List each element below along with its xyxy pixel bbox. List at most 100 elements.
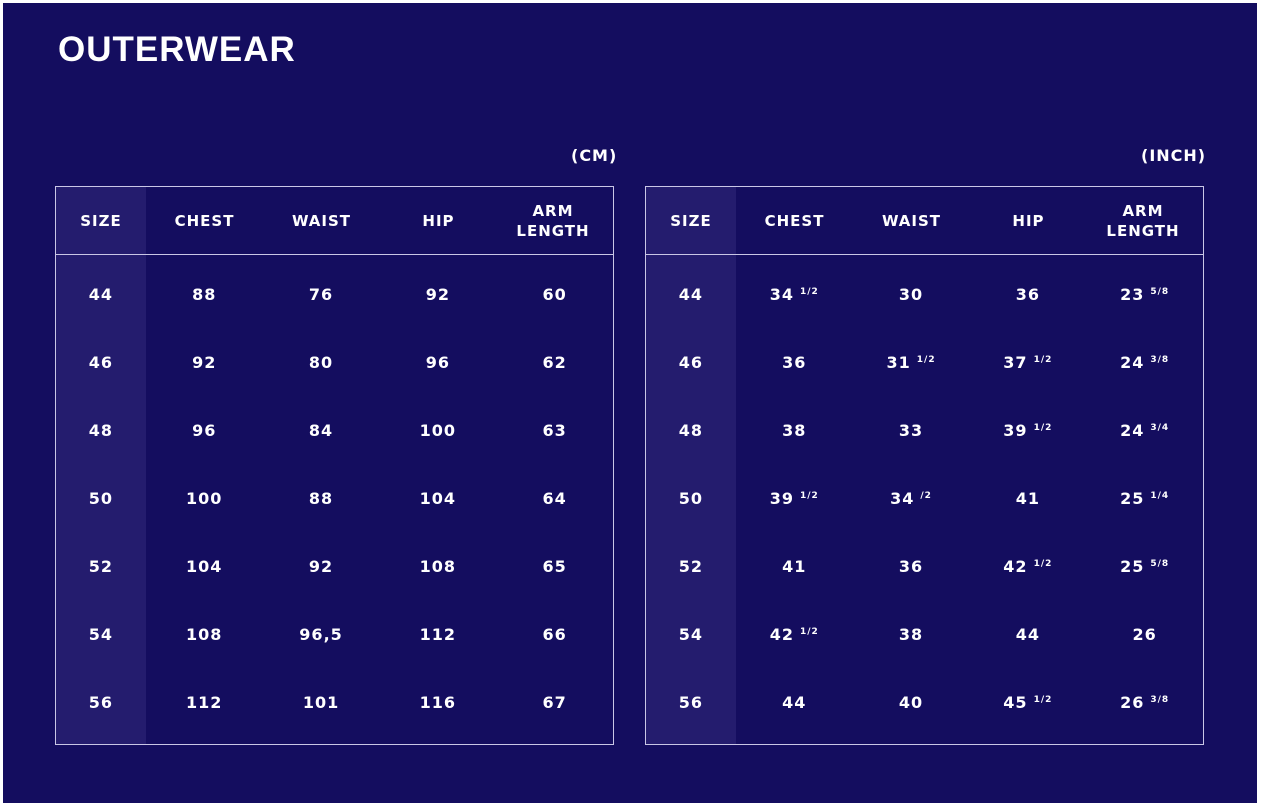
cell-value: 30 <box>898 285 924 304</box>
cell-value: 38 <box>782 421 807 440</box>
cell-hip: 39 1/2 <box>969 397 1086 465</box>
cell-fraction: 5/8 <box>1150 559 1170 569</box>
cell-value: 24 <box>1120 421 1145 440</box>
cell-chest: 41 <box>736 533 853 601</box>
cell-chest: 39 1/2 <box>736 465 853 533</box>
cell-value: 80 <box>308 353 334 372</box>
cell-arm-length: 66 <box>496 601 613 669</box>
cell-waist: 40 <box>853 669 970 737</box>
cell-waist: 36 <box>853 533 970 601</box>
cell-fraction: 1/4 <box>1150 491 1170 501</box>
cell-size: 46 <box>56 329 146 397</box>
cell-hip: 42 1/2 <box>969 533 1086 601</box>
cell-size: 54 <box>56 601 146 669</box>
cell-value: 56 <box>678 693 704 712</box>
cell-value: 50 <box>678 489 704 508</box>
cell-waist: 30 <box>853 261 970 329</box>
cell-hip: 100 <box>379 397 496 465</box>
cell-arm-length: 26 <box>1086 601 1203 669</box>
cell-chest: 100 <box>146 465 263 533</box>
size-column-highlight <box>56 187 146 744</box>
table-row: 50 39 1/2 34/2 41 25 1/4 <box>646 465 1203 533</box>
cell-value: 101 <box>302 693 340 712</box>
cell-waist: 88 <box>263 465 380 533</box>
size-table-inch: SIZE CHEST WAIST HIP ARM LENGTH 44 34 1/2 30 36 23… <box>645 186 1204 745</box>
cell-chest: 112 <box>146 669 263 737</box>
table-row: 46 92 80 96 62 <box>56 329 613 397</box>
cell-chest: 34 1/2 <box>736 261 853 329</box>
cell-chest: 104 <box>146 533 263 601</box>
cell-chest: 108 <box>146 601 263 669</box>
cell-value: 39 <box>1003 421 1028 440</box>
cell-value: 41 <box>782 557 807 576</box>
table-row: 54 108 96,5 112 66 <box>56 601 613 669</box>
header-arm-length: ARM LENGTH <box>1106 201 1180 240</box>
table-row: 52 104 92 108 65 <box>56 533 613 601</box>
cell-value: 25 <box>1120 489 1145 508</box>
cell-fraction: 3/4 <box>1150 423 1170 433</box>
cell-value: 65 <box>542 557 567 576</box>
cell-size: 50 <box>56 465 146 533</box>
header-waist: WAIST <box>291 211 352 230</box>
size-column-highlight <box>646 187 736 744</box>
cell-value: 34 <box>890 489 915 508</box>
cell-value: 44 <box>678 285 704 304</box>
cell-value: 92 <box>308 557 334 576</box>
cell-arm-length: 23 5/8 <box>1086 261 1203 329</box>
cell-value: 38 <box>898 625 924 644</box>
cell-chest: 36 <box>736 329 853 397</box>
table-row: 48 96 84 100 63 <box>56 397 613 465</box>
cell-value: 36 <box>1015 285 1040 304</box>
cell-waist: 80 <box>263 329 380 397</box>
cell-value: 44 <box>1015 625 1040 644</box>
cell-value: 67 <box>542 693 567 712</box>
cell-value: 88 <box>308 489 334 508</box>
cell-value: 23 <box>1120 285 1145 304</box>
cell-value: 52 <box>678 557 704 576</box>
cell-arm-length: 67 <box>496 669 613 737</box>
cell-value: 62 <box>542 353 567 372</box>
cell-arm-length: 24 3/4 <box>1086 397 1203 465</box>
cell-value: 84 <box>308 421 334 440</box>
cell-value: 48 <box>678 421 704 440</box>
cell-value: 40 <box>898 693 924 712</box>
cell-waist: 84 <box>263 397 380 465</box>
cell-value: 26 <box>1132 625 1157 644</box>
cell-value: 96,5 <box>299 625 343 644</box>
cell-value: 100 <box>186 489 223 508</box>
cell-value: 54 <box>88 625 114 644</box>
cell-arm-length: 26 3/8 <box>1086 669 1203 737</box>
cell-value: 44 <box>88 285 114 304</box>
cell-size: 56 <box>56 669 146 737</box>
cell-arm-length: 62 <box>496 329 613 397</box>
cell-hip: 116 <box>379 669 496 737</box>
cell-arm-length: 25 1/4 <box>1086 465 1203 533</box>
cell-value: 42 <box>1003 557 1028 576</box>
cell-hip: 104 <box>379 465 496 533</box>
table-row: 56 44 40 45 1/2 26 3/8 <box>646 669 1203 737</box>
cell-value: 48 <box>88 421 114 440</box>
cell-size: 52 <box>646 533 736 601</box>
table-row: 52 41 36 42 1/2 25 5/8 <box>646 533 1203 601</box>
cell-chest: 38 <box>736 397 853 465</box>
cell-arm-length: 65 <box>496 533 613 601</box>
cell-value: 60 <box>542 285 567 304</box>
cell-chest: 88 <box>146 261 263 329</box>
cell-value: 96 <box>192 421 217 440</box>
cell-size: 56 <box>646 669 736 737</box>
cell-value: 42 <box>769 625 794 644</box>
header-hip: HIP <box>1012 211 1045 230</box>
header-chest: CHEST <box>174 211 235 230</box>
cell-waist: 76 <box>263 261 380 329</box>
table-row: 50 100 88 104 64 <box>56 465 613 533</box>
cell-arm-length: 25 5/8 <box>1086 533 1203 601</box>
cell-chest: 42 1/2 <box>736 601 853 669</box>
cell-value: 88 <box>192 285 217 304</box>
header-row: SIZE CHEST WAIST HIP ARM LENGTH <box>646 187 1203 255</box>
header-chest: CHEST <box>764 211 825 230</box>
cell-value: 37 <box>1003 353 1028 372</box>
unit-label-cm: (CM) <box>571 146 618 165</box>
cell-value: 45 <box>1003 693 1028 712</box>
cell-fraction: 1/2 <box>916 355 936 365</box>
cell-value: 66 <box>542 625 567 644</box>
